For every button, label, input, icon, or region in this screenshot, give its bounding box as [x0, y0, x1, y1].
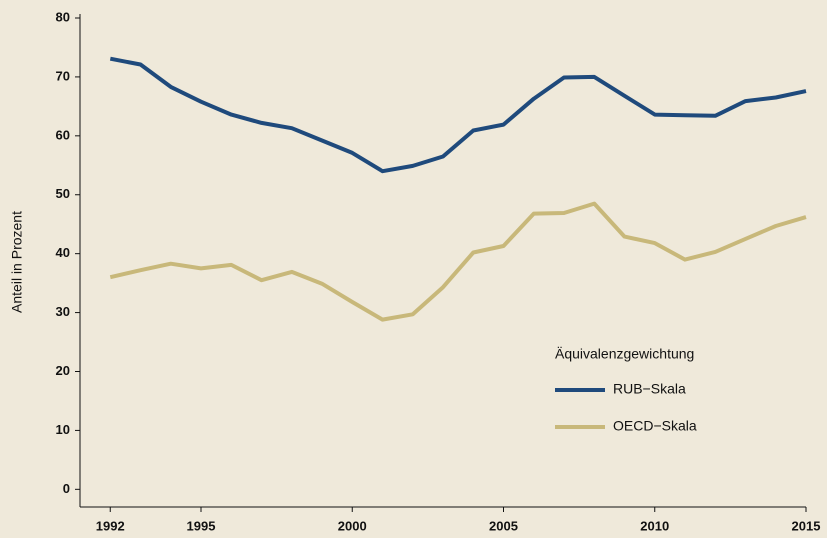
y-tick-label: 0 [63, 481, 70, 496]
x-tick-label: 1992 [96, 518, 125, 533]
x-tick-label: 2015 [792, 518, 821, 533]
y-axis-label: Anteil in Prozent [9, 211, 25, 313]
y-tick-label: 50 [56, 186, 70, 201]
x-tick-label: 1995 [187, 518, 216, 533]
line-series [109, 201, 807, 322]
y-tick-label: 40 [56, 245, 70, 260]
y-tick-label: 20 [56, 363, 70, 378]
legend-label: OECD−Skala [613, 418, 697, 434]
legend-title: Äquivalenzgewichtung [555, 346, 694, 362]
x-tick-label: 2005 [489, 518, 518, 533]
y-tick-label: 80 [56, 9, 70, 24]
y-tick-label: 30 [56, 304, 70, 319]
x-tick-label: 2000 [338, 518, 367, 533]
x-tick-label: 2010 [640, 518, 669, 533]
y-tick-label: 60 [56, 127, 70, 142]
y-tick-label: 10 [56, 422, 70, 437]
legend-label: RUB−Skala [613, 381, 686, 397]
line-series [109, 56, 807, 174]
y-tick-label: 70 [56, 68, 70, 83]
